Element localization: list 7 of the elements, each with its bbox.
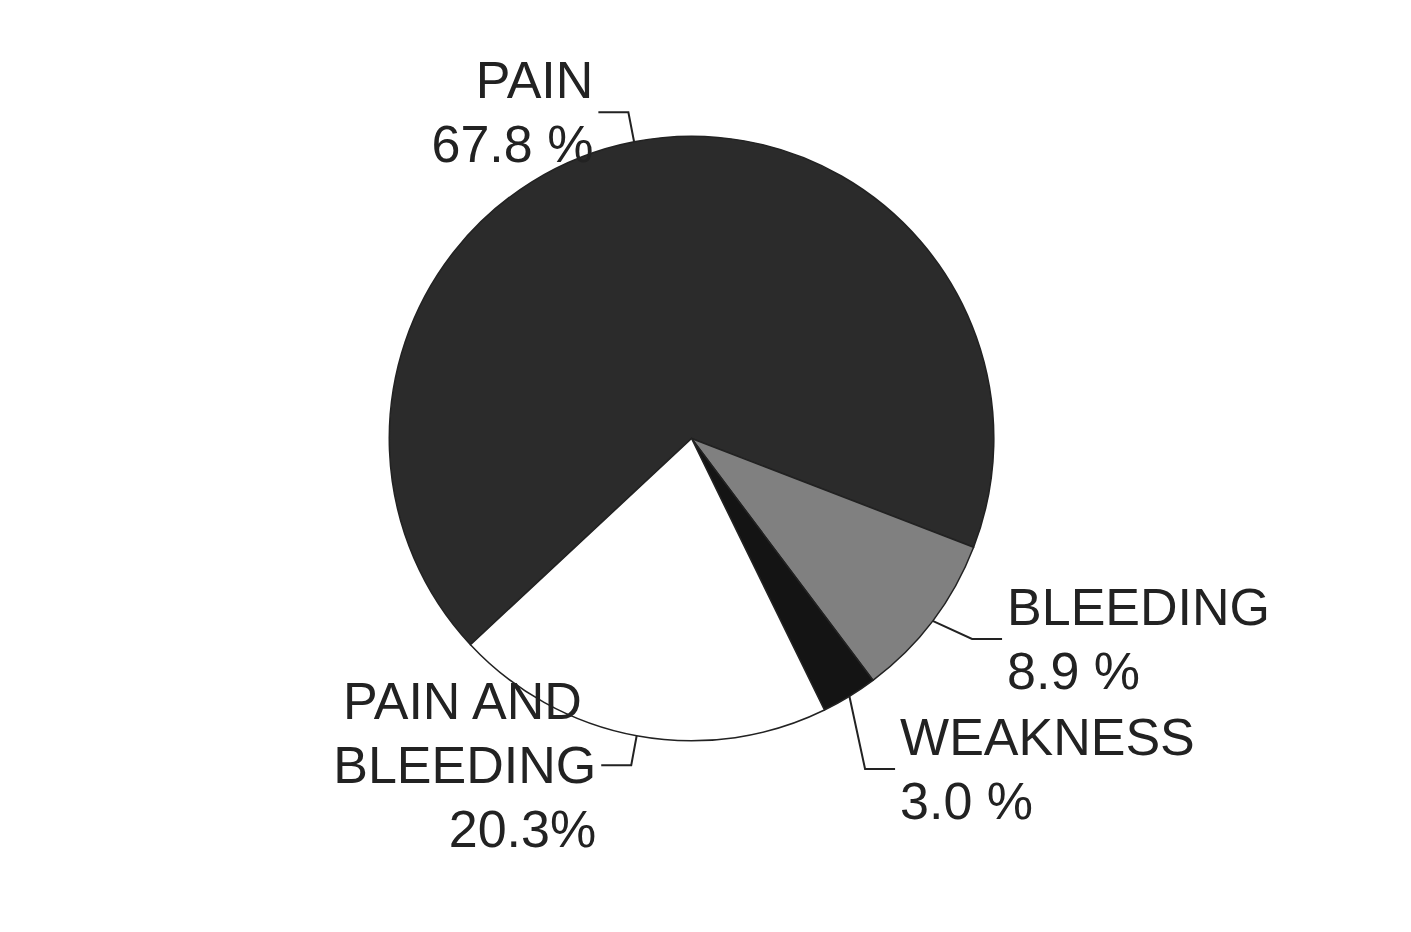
data-label: 20.3%: [448, 800, 597, 859]
slice-label: BLEEDING: [1007, 577, 1271, 636]
data-label: 67.8 %: [431, 115, 594, 174]
slice-label: PAIN: [475, 51, 594, 110]
data-label: 3.0 %: [900, 771, 1034, 830]
slice-label: WEAKNESS: [900, 707, 1195, 766]
data-label: 8.9 %: [1007, 641, 1141, 700]
